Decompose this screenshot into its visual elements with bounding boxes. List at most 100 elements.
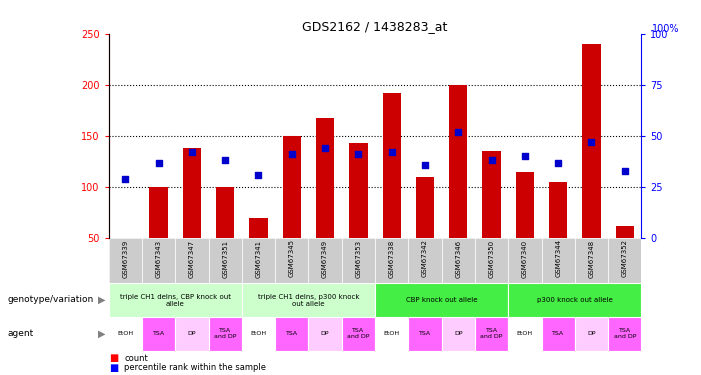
Bar [375, 283, 508, 317]
Text: triple CH1 delns, CBP knock out
allele: triple CH1 delns, CBP knock out allele [120, 294, 231, 306]
Point [253, 172, 264, 178]
Text: GSM67338: GSM67338 [388, 240, 395, 278]
Bar [375, 317, 409, 351]
Bar [142, 238, 175, 283]
Bar [375, 238, 409, 283]
Text: GSM67341: GSM67341 [255, 240, 261, 278]
Bar [409, 238, 442, 283]
Bar [209, 317, 242, 351]
Bar [583, 44, 601, 238]
Text: triple CH1 delns, p300 knock
out allele: triple CH1 delns, p300 knock out allele [258, 294, 359, 306]
Text: GSM67344: GSM67344 [555, 240, 562, 278]
Bar [216, 187, 234, 238]
Bar [283, 136, 301, 238]
Bar [575, 317, 608, 351]
Bar [442, 238, 475, 283]
Text: TSA
and DP: TSA and DP [480, 328, 503, 339]
Text: DP: DP [587, 331, 596, 336]
Point [353, 152, 364, 157]
Text: TSA: TSA [552, 331, 564, 336]
Bar [508, 238, 542, 283]
Text: GSM67342: GSM67342 [422, 240, 428, 278]
Text: TSA
and DP: TSA and DP [347, 328, 369, 339]
Bar [275, 238, 308, 283]
Text: GSM67351: GSM67351 [222, 240, 229, 278]
Text: GSM67345: GSM67345 [289, 240, 295, 278]
Bar [449, 85, 468, 238]
Bar [409, 317, 442, 351]
Bar [250, 217, 268, 238]
Text: CBP knock out allele: CBP knock out allele [406, 297, 477, 303]
Bar [482, 151, 501, 238]
Bar [542, 317, 575, 351]
Text: genotype/variation: genotype/variation [7, 296, 93, 304]
Text: ▶: ▶ [98, 329, 105, 339]
Point [486, 158, 497, 164]
Text: EtOH: EtOH [250, 331, 266, 336]
Point [286, 152, 297, 157]
Text: GSM67352: GSM67352 [622, 240, 628, 278]
Text: GSM67347: GSM67347 [189, 240, 195, 278]
Text: ▶: ▶ [98, 295, 105, 305]
Point [153, 159, 164, 165]
Point [386, 149, 397, 155]
Text: DP: DP [454, 331, 463, 336]
Bar [109, 238, 142, 283]
Bar [175, 238, 209, 283]
Bar [342, 238, 375, 283]
Bar [308, 238, 342, 283]
Text: EtOH: EtOH [117, 331, 133, 336]
Bar [149, 187, 168, 238]
Title: GDS2162 / 1438283_at: GDS2162 / 1438283_at [302, 20, 448, 33]
Text: TSA: TSA [419, 331, 431, 336]
Bar [383, 93, 401, 238]
Point [186, 149, 198, 155]
Text: GSM67346: GSM67346 [455, 240, 461, 278]
Text: GSM67353: GSM67353 [355, 240, 362, 278]
Text: TSA
and DP: TSA and DP [613, 328, 636, 339]
Bar [608, 238, 641, 283]
Text: ■: ■ [109, 353, 118, 363]
Text: TSA: TSA [153, 331, 165, 336]
Y-axis label: 100%: 100% [652, 24, 679, 34]
Text: TSA
and DP: TSA and DP [214, 328, 236, 339]
Bar [209, 238, 242, 283]
Bar [349, 143, 367, 238]
Text: agent: agent [7, 329, 33, 338]
Point [586, 139, 597, 145]
Text: DP: DP [321, 331, 329, 336]
Bar [242, 317, 275, 351]
Bar [242, 238, 275, 283]
Bar [508, 317, 542, 351]
Point [219, 158, 231, 164]
Bar [542, 238, 575, 283]
Bar [342, 317, 375, 351]
Bar [475, 317, 508, 351]
Bar [575, 238, 608, 283]
Text: GSM67349: GSM67349 [322, 240, 328, 278]
Bar [615, 226, 634, 238]
Text: GSM67340: GSM67340 [522, 240, 528, 278]
Bar [316, 117, 334, 238]
Text: count: count [124, 354, 148, 363]
Text: TSA: TSA [286, 331, 298, 336]
Bar [142, 317, 175, 351]
Text: EtOH: EtOH [383, 331, 400, 336]
Text: EtOH: EtOH [517, 331, 533, 336]
Bar [109, 283, 242, 317]
Point [453, 129, 464, 135]
Text: percentile rank within the sample: percentile rank within the sample [124, 363, 266, 372]
Bar [508, 283, 641, 317]
Bar [442, 317, 475, 351]
Bar [475, 238, 508, 283]
Bar [175, 317, 209, 351]
Text: p300 knock out allele: p300 knock out allele [537, 297, 613, 303]
Bar [416, 177, 434, 238]
Text: GSM67343: GSM67343 [156, 240, 162, 278]
Text: DP: DP [188, 331, 196, 336]
Point [552, 159, 564, 165]
Bar [516, 172, 534, 238]
Point [120, 176, 131, 182]
Point [419, 162, 430, 168]
Text: GSM67348: GSM67348 [588, 240, 594, 278]
